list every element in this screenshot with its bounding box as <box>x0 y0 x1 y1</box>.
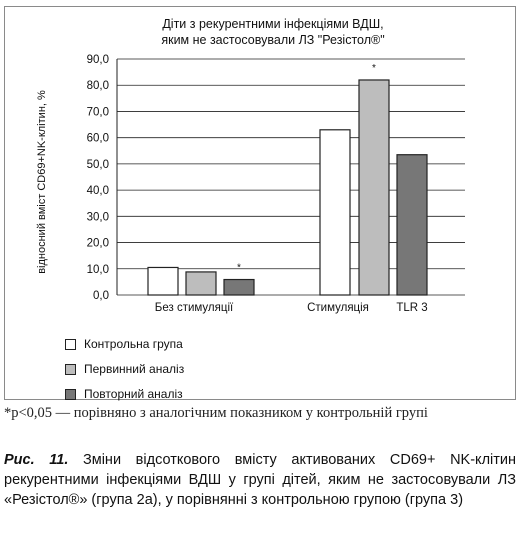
footnote: *p<0,05 — порівняно з аналогічним показн… <box>4 405 428 421</box>
legend: Контрольна група Первинний аналіз Повтор… <box>65 333 184 408</box>
bar <box>319 129 351 296</box>
legend-label-repeat: Повторний аналіз <box>84 387 183 401</box>
legend-item-primary: Первинний аналіз <box>65 358 184 380</box>
bar <box>223 278 255 296</box>
bar <box>396 154 428 296</box>
y-tick-label: 30,0 <box>87 211 109 223</box>
y-tick-label: 90,0 <box>87 54 109 66</box>
bar <box>185 271 217 296</box>
x-category-label: Без стимуляції <box>155 302 234 314</box>
y-tick-label: 0,0 <box>93 290 109 302</box>
figure-frame: Діти з рекурентними інфекціями ВДШ, яким… <box>4 6 516 401</box>
legend-swatch-control <box>65 338 76 350</box>
chart-title-line2: яким не застосовували ЛЗ "Резістол®" <box>161 33 384 47</box>
y-tick-label: 70,0 <box>87 106 109 118</box>
y-tick-label: 50,0 <box>87 159 109 171</box>
y-tick-label: 10,0 <box>87 264 109 276</box>
significance-marker: * <box>372 63 376 74</box>
x-category-label: TLR 3 <box>396 302 427 314</box>
legend-item-repeat: Повторний аналіз <box>65 383 184 405</box>
legend-item-control: Контрольна група <box>65 333 184 355</box>
y-tick-label: 60,0 <box>87 133 109 145</box>
chart: Діти з рекурентними інфекціями ВДШ, яким… <box>36 17 465 314</box>
chart-title-line1: Діти з рекурентними інфекціями ВДШ, <box>162 17 383 31</box>
y-tick-label: 40,0 <box>87 185 109 197</box>
legend-swatch-repeat <box>65 388 76 400</box>
y-tick-label: 80,0 <box>87 80 109 92</box>
significance-marker: * <box>237 263 241 274</box>
bar <box>358 79 390 296</box>
legend-swatch-primary <box>65 363 76 375</box>
legend-label-primary: Первинний аналіз <box>84 362 185 376</box>
figure-caption: Рис. 11. Зміни відсоткового вмісту актив… <box>4 450 516 510</box>
y-tick-label: 20,0 <box>87 238 109 250</box>
caption-label: Рис. 11. <box>4 452 69 468</box>
legend-label-control: Контрольна група <box>84 337 183 351</box>
x-category-label: Стимуляція <box>307 302 369 314</box>
caption-text: Зміни відсоткового вмісту активованих CD… <box>4 452 516 508</box>
y-axis-label: відносний вміст CD69+NK-клітин, % <box>36 90 48 274</box>
bar <box>147 266 179 296</box>
